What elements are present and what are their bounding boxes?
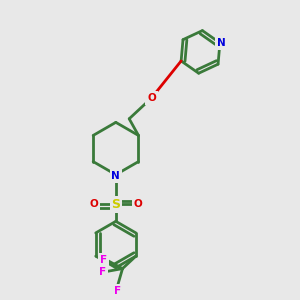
Text: F: F [99, 267, 106, 277]
Text: F: F [114, 286, 121, 296]
Text: O: O [89, 200, 98, 209]
Text: O: O [147, 93, 156, 103]
Text: F: F [100, 255, 107, 265]
Text: O: O [134, 200, 142, 209]
Text: N: N [217, 38, 226, 48]
Text: N: N [111, 171, 120, 181]
Text: S: S [111, 198, 120, 211]
